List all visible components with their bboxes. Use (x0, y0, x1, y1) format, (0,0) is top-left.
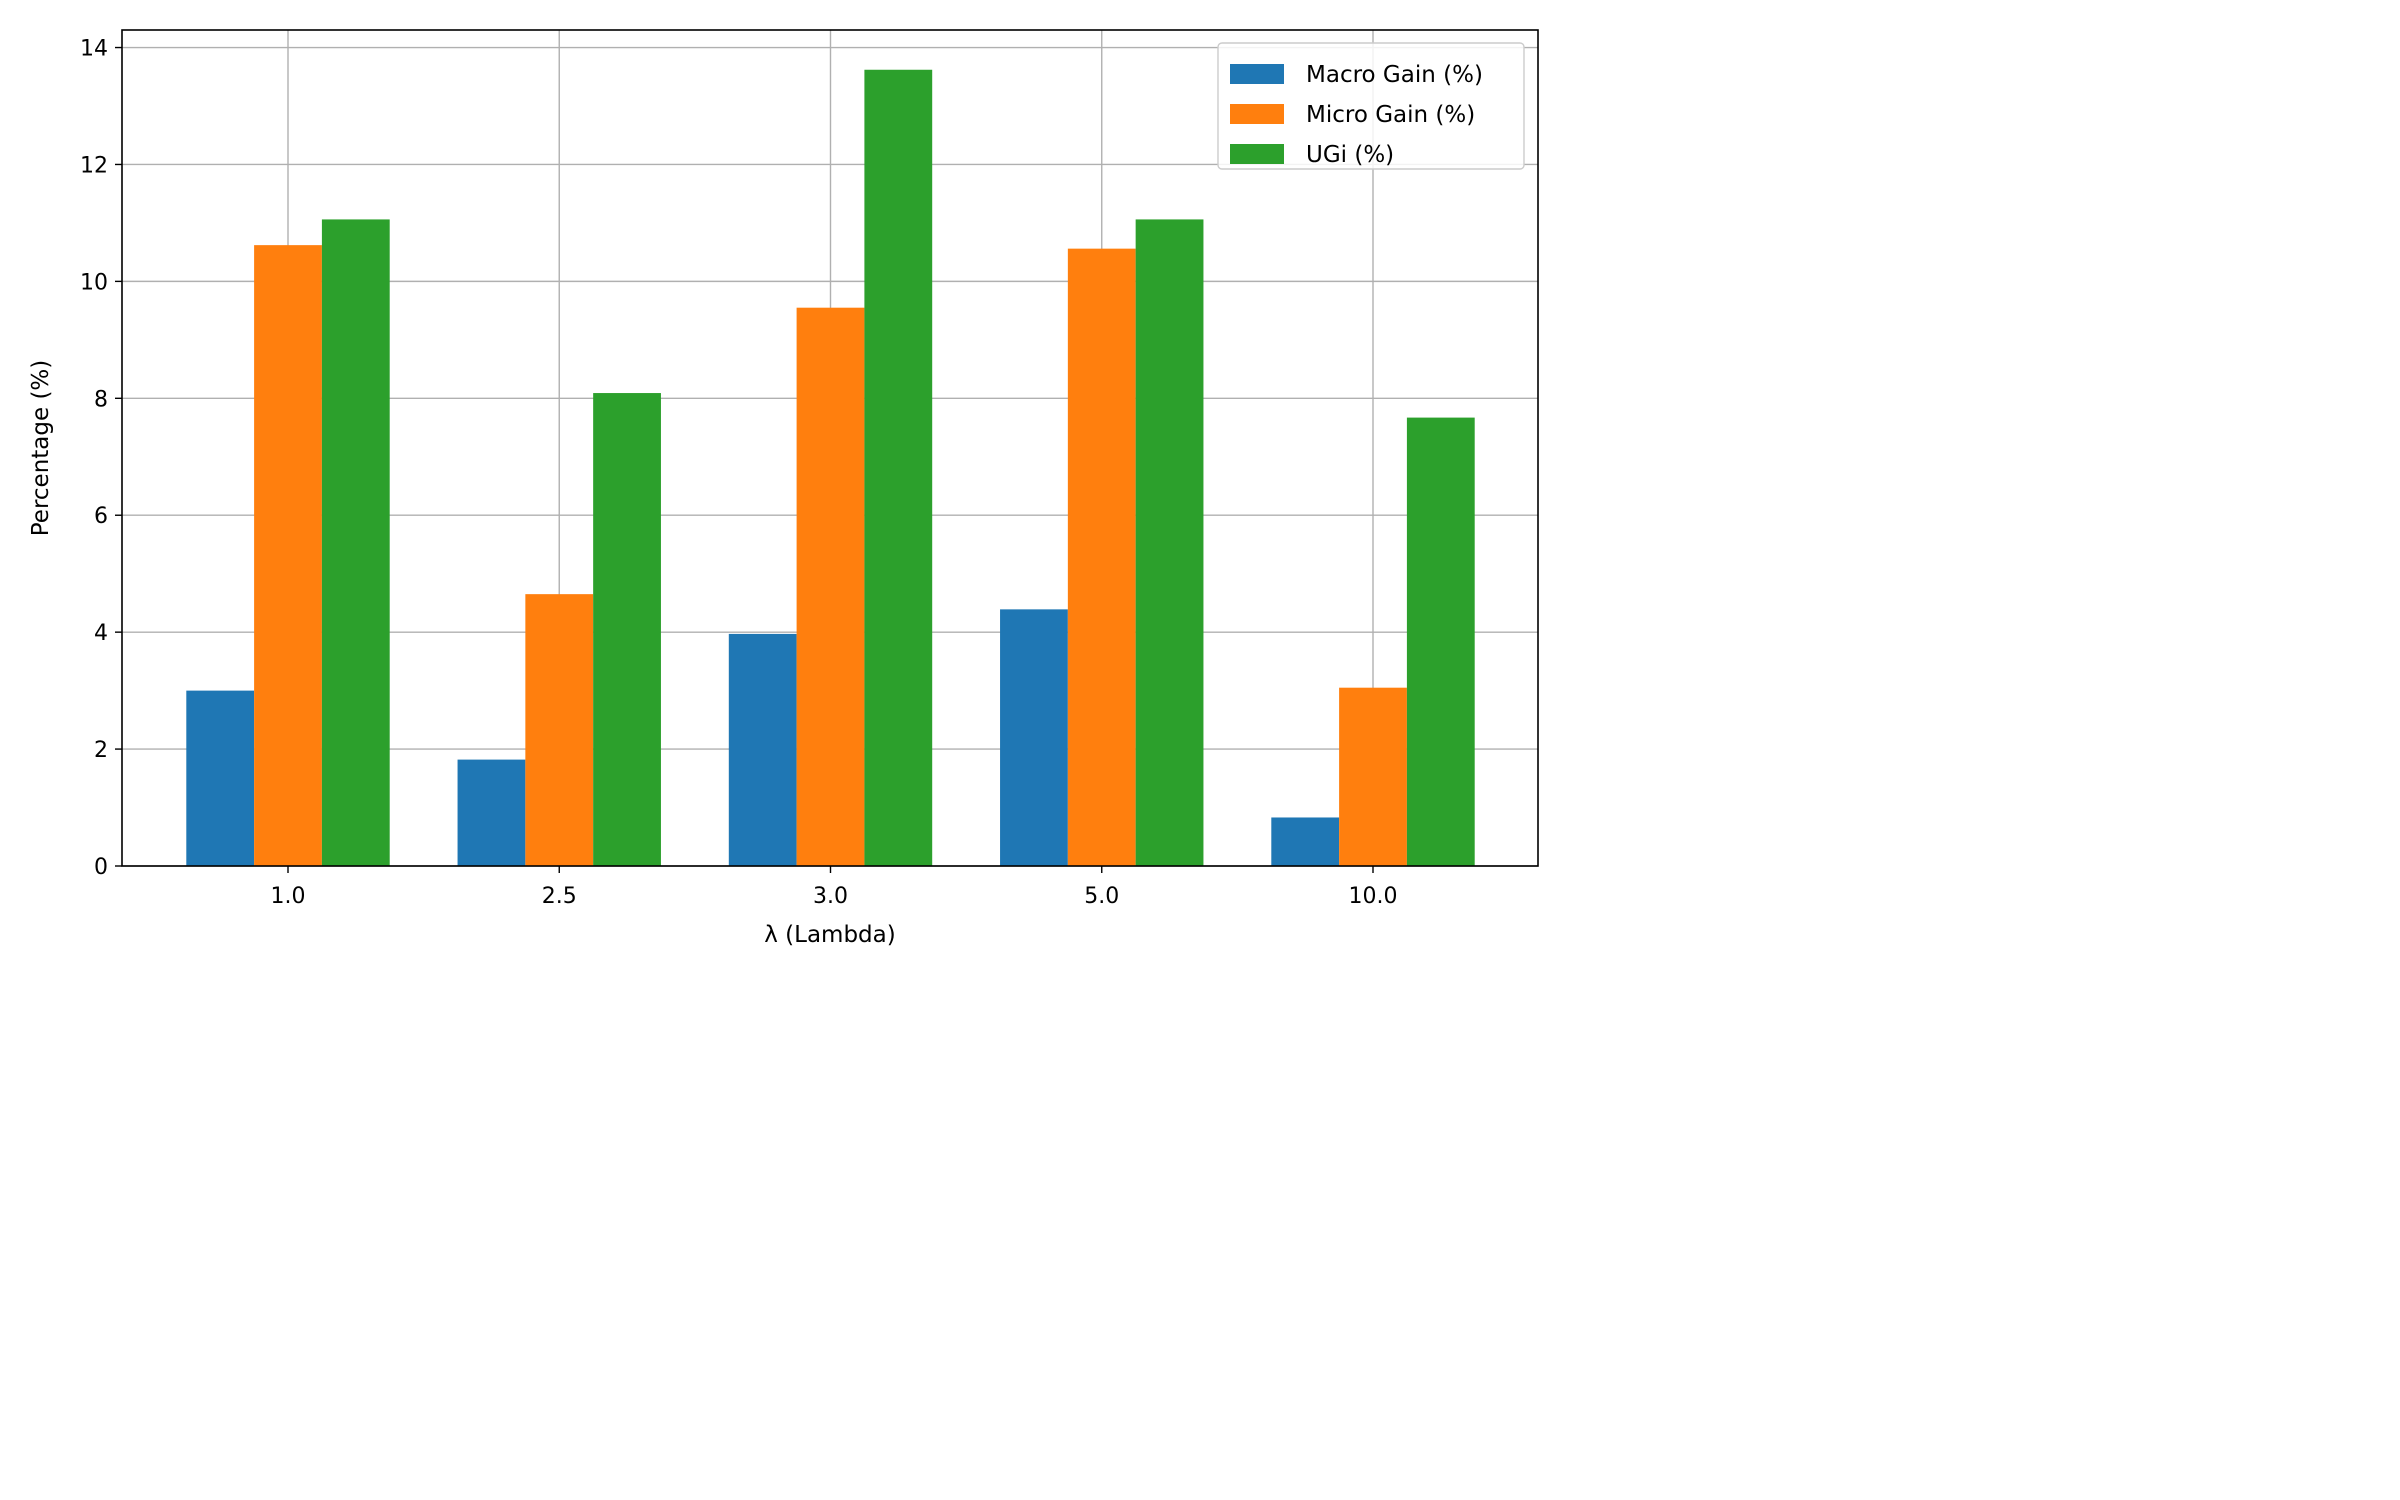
y-tick-label: 8 (94, 387, 108, 412)
bar-1-3.0 (728, 633, 797, 866)
bar-3-10.0 (1406, 417, 1475, 866)
bar-3-5.0 (1135, 219, 1204, 866)
bar-1-5.0 (1000, 609, 1068, 866)
bar-1-1.0 (186, 690, 255, 866)
legend-swatch (1230, 64, 1284, 84)
bar-1-10.0 (1271, 817, 1340, 866)
bar-3-3.0 (864, 69, 933, 866)
y-tick-label: 14 (80, 37, 108, 62)
x-tick-label: 1.0 (271, 884, 306, 909)
chart: 0 2 4 6 8 10 12 14 1.0 2.5 3.0 5.0 10.0 λ (Lambda) … (0, 0, 1568, 980)
bars (186, 69, 1475, 867)
bar-3-2.5 (593, 393, 661, 866)
y-tick-label: 10 (80, 270, 108, 295)
x-axis-title: λ (Lambda) (764, 922, 895, 948)
legend-label: Micro Gain (%) (1306, 102, 1475, 128)
legend: Macro Gain (%) Micro Gain (%) UGi (%) (1217, 42, 1525, 170)
bar-2-2.5 (525, 594, 594, 866)
bar-2-5.0 (1067, 248, 1136, 867)
legend-swatch (1230, 144, 1284, 164)
bar-1-2.5 (457, 759, 526, 866)
legend-label: Macro Gain (%) (1306, 62, 1483, 88)
legend-label: UGi (%) (1306, 142, 1394, 168)
legend-box (1217, 42, 1525, 170)
y-tick-label: 2 (94, 738, 108, 763)
x-tick-label: 3.0 (813, 884, 848, 909)
x-tick-label: 10.0 (1349, 884, 1398, 909)
y-tick-label: 0 (94, 855, 108, 880)
bar-2-1.0 (254, 245, 322, 867)
bar-3-1.0 (321, 219, 390, 866)
x-tick-label: 5.0 (1084, 884, 1119, 909)
legend-swatch (1230, 104, 1284, 124)
x-tick-label: 2.5 (542, 884, 577, 909)
y-tick-label: 6 (94, 504, 108, 529)
y-tick-label: 4 (94, 621, 108, 646)
y-tick-label: 12 (80, 153, 108, 178)
y-axis-title: Percentage (%) (28, 360, 54, 537)
y-axis-ticks: 0 2 4 6 8 10 12 14 (80, 37, 122, 880)
x-axis-ticks: 1.0 2.5 3.0 5.0 10.0 (271, 866, 1398, 909)
bar-2-10.0 (1339, 687, 1407, 866)
bar-2-3.0 (796, 307, 865, 866)
